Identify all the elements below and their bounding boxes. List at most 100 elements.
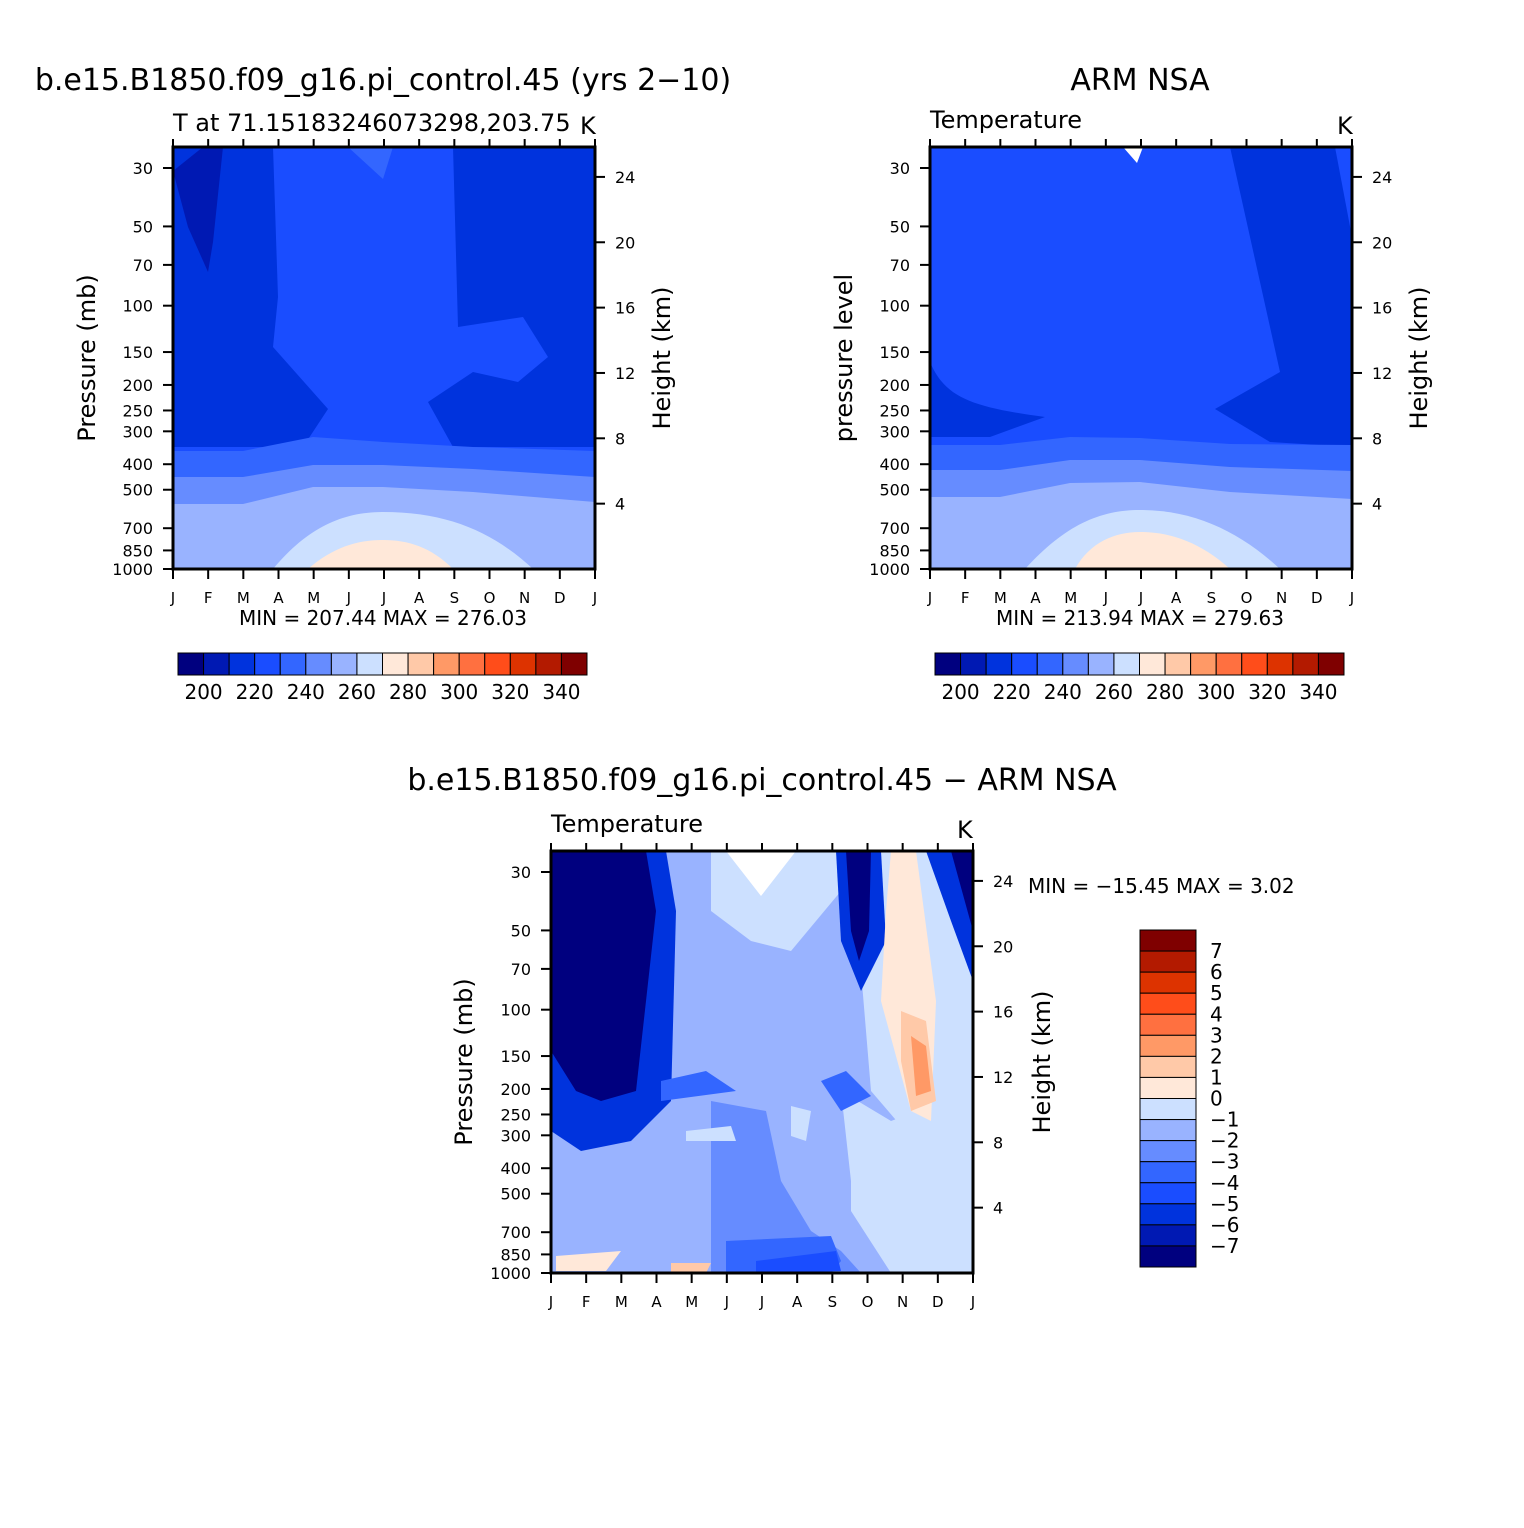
colorbar-label: 4 (1210, 1002, 1223, 1026)
colorbar-label: 260 (1095, 680, 1133, 704)
panel-obs-title: ARM NSA (1070, 63, 1210, 98)
x-tick-label: J (381, 589, 386, 607)
x-tick-label: D (554, 589, 566, 607)
model-fill-9 (308, 540, 453, 569)
y-tick-right-label: 24 (615, 168, 635, 187)
colorbar-label: 2 (1210, 1044, 1223, 1068)
obs-fill-4 (1335, 147, 1352, 237)
model-fill-3 (348, 147, 393, 179)
x-tick-label: M (685, 1293, 698, 1311)
colorbar-cell (1139, 1140, 1197, 1163)
y-tick-label: 700 (500, 1223, 531, 1242)
colorbar-cell (1139, 992, 1197, 1015)
x-tick-label: D (1311, 589, 1323, 607)
y-tick-label: 400 (500, 1159, 531, 1178)
x-tick-label: A (273, 589, 284, 607)
y-tick-label: 70 (890, 256, 910, 275)
x-tick-label: A (1171, 589, 1182, 607)
y-tick-label: 30 (511, 863, 531, 882)
y-tick-right-label: 12 (1372, 364, 1392, 383)
diff-fill-12 (846, 851, 871, 961)
x-tick-label: J (1138, 589, 1143, 607)
colorbar-label: 5 (1210, 981, 1223, 1005)
x-tick-label: M (994, 589, 1007, 607)
y-tick-label: 1000 (869, 560, 910, 579)
panel-obs: ARM NSA Temperature K J F M A M J J A S O N D J 30 50 7… (830, 63, 1433, 704)
y-tick-label: 50 (511, 921, 531, 940)
colorbar-cell (1139, 1076, 1197, 1099)
panel-obs-units: K (1337, 112, 1354, 140)
colorbar-label: −1 (1210, 1108, 1239, 1132)
y-tick-label: 250 (879, 401, 910, 420)
colorbar-label: 280 (389, 680, 427, 704)
panel-diff-min-max: MIN = −15.45 MAX = 3.02 (1028, 874, 1295, 898)
colorbar-cell (228, 652, 256, 676)
colorbar-cell (484, 652, 511, 676)
panel-obs-colorbar: 200 220 240 260 280 300 320 340 (934, 652, 1345, 704)
y-tick-right-label: 12 (615, 364, 635, 383)
diff-fill-19 (821, 1071, 871, 1111)
colorbar-label: −6 (1210, 1213, 1239, 1237)
colorbar-cell (1139, 1013, 1197, 1036)
panel-diff-plot (551, 851, 973, 1273)
panel-obs-subtitle: Temperature (929, 106, 1082, 134)
colorbar-cell (330, 652, 358, 676)
panel-diff-axes: J F M A M J J A S O N D J 30 50 70 100 150 200 250 300 400 500… (490, 843, 1013, 1311)
x-tick-label: A (1030, 589, 1041, 607)
colorbar-label: 340 (542, 680, 580, 704)
x-tick-label: J (548, 1293, 553, 1311)
y-tick-label: 250 (122, 401, 153, 420)
colorbar-cell (1139, 1203, 1197, 1226)
colorbar-label: 7 (1210, 939, 1223, 963)
y-tick-label: 500 (122, 481, 153, 500)
x-tick-label: J (927, 589, 932, 607)
diff-fill-6 (711, 1101, 861, 1273)
colorbar-label: −7 (1210, 1234, 1239, 1258)
colorbar-cell (960, 652, 987, 676)
colorbar-cell (1062, 652, 1089, 676)
x-tick-label: A (414, 589, 425, 607)
panel-model-title: b.e15.B1850.f09_g16.pi_control.45 (yrs 2… (35, 63, 731, 98)
colorbar-label: −2 (1210, 1129, 1239, 1153)
colorbar-cell (1139, 652, 1166, 676)
y-tick-right-label: 20 (615, 233, 635, 252)
colorbar-cell (1139, 929, 1197, 952)
panel-obs-axes: J F M A M J J A S O N D J 30 50 70 100 150 200 250 300 400 500… (869, 139, 1392, 607)
colorbar-label: −5 (1210, 1192, 1239, 1216)
colorbar-cell (382, 652, 409, 676)
x-tick-label: J (759, 1293, 764, 1311)
y-tick-label: 50 (890, 217, 910, 236)
x-tick-label: M (307, 589, 320, 607)
colorbar-cell (1241, 652, 1268, 676)
x-tick-label: F (204, 589, 213, 607)
colorbar-cell (1139, 950, 1197, 973)
x-tick-label: J (170, 589, 175, 607)
x-tick-label: F (582, 1293, 591, 1311)
y-tick-right-label: 24 (1372, 168, 1392, 187)
y-tick-right-label: 24 (993, 872, 1013, 891)
x-tick-label: A (651, 1293, 662, 1311)
y-tick-label: 850 (122, 541, 153, 560)
x-tick-label: A (792, 1293, 803, 1311)
colorbar-label: 280 (1146, 680, 1184, 704)
diff-fill-18 (661, 1071, 736, 1101)
y-tick-right-label: 20 (1372, 233, 1392, 252)
colorbar-cell (305, 652, 332, 676)
colorbar-label: 300 (1197, 680, 1235, 704)
x-tick-label: N (519, 589, 530, 607)
y-tick-right-label: 8 (993, 1133, 1003, 1152)
y-tick-right-label: 16 (615, 299, 635, 318)
obs-fill-2 (1215, 147, 1352, 447)
colorbar-label: 3 (1210, 1023, 1223, 1047)
colorbar-cell (1139, 971, 1197, 994)
diff-fill-3 (726, 851, 796, 896)
y-tick-label: 250 (500, 1105, 531, 1124)
colorbar-cell (1190, 652, 1217, 676)
y-tick-label: 500 (500, 1185, 531, 1204)
colorbar-cell (985, 652, 1013, 676)
colorbar-cell (1266, 652, 1294, 676)
colorbar-label: 220 (993, 680, 1031, 704)
panel-model-subtitle: T at 71.15183246073298,203.75 (172, 109, 571, 137)
x-tick-label: J (592, 589, 597, 607)
